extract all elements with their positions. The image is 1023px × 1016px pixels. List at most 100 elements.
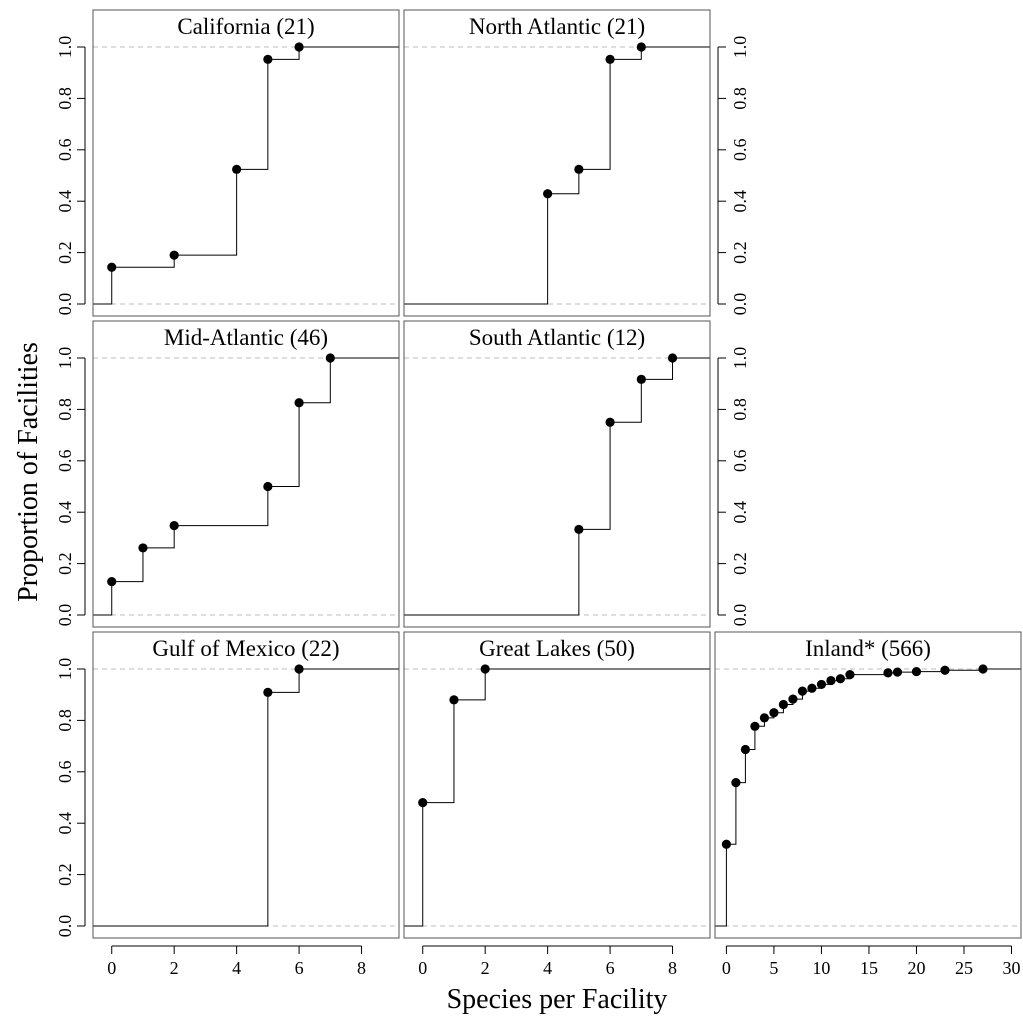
- panel-frame: [92, 631, 400, 939]
- panel-frame: [92, 9, 400, 317]
- data-point: [721, 839, 732, 849]
- data-point: [750, 721, 760, 731]
- x-tick-label: 0: [107, 958, 116, 978]
- data-point: [605, 54, 615, 64]
- y-tick-label: 0.0: [55, 293, 75, 316]
- data-point: [892, 667, 903, 677]
- panel-title: Great Lakes (50): [479, 636, 635, 661]
- x-axis-title: Species per Facility: [447, 984, 668, 1015]
- data-point: [826, 675, 836, 686]
- x-tick-label: 10: [812, 958, 830, 978]
- y-tick-label: 0.4: [730, 190, 750, 213]
- x-tick-label: 4: [543, 958, 552, 978]
- panel-title: California (21): [177, 14, 314, 39]
- y-tick-label: 0.4: [55, 190, 75, 213]
- x-tick-label: 5: [769, 958, 778, 978]
- y-tick-label: 0.6: [730, 139, 750, 162]
- x-tick-label: 6: [606, 958, 615, 978]
- step-line: [404, 357, 710, 616]
- y-tick-label: 0.6: [55, 450, 75, 473]
- step-line: [93, 357, 399, 616]
- panel-title: Mid-Atlantic (46): [164, 325, 328, 350]
- data-point: [263, 481, 273, 492]
- step-line: [404, 46, 710, 305]
- panel-6: Inland* (566) 0 5 10 15 20 25 30: [714, 631, 1022, 978]
- data-point: [169, 520, 179, 531]
- data-point: [449, 695, 459, 705]
- data-point: [325, 353, 335, 363]
- data-point: [911, 666, 922, 677]
- step-line: [93, 46, 399, 305]
- y-tick-label: 0.8: [730, 87, 750, 110]
- x-tick-label: 0: [418, 958, 427, 978]
- y-tick-label: 0.8: [55, 709, 75, 732]
- data-point: [294, 42, 304, 52]
- y-tick-label: 0.2: [55, 241, 75, 264]
- panel-title: South Atlantic (12): [469, 325, 645, 350]
- data-point: [605, 417, 615, 427]
- x-tick-label: 20: [907, 958, 925, 978]
- x-tick-label: 2: [170, 958, 179, 978]
- y-tick-label: 1.0: [730, 36, 750, 59]
- y-tick-label: 0.8: [55, 398, 75, 421]
- data-point: [294, 664, 304, 674]
- panel-3: South Atlantic (12) 0.0 0.2 0.4 0.6 0.8 1.0: [403, 320, 750, 628]
- panel-title: North Atlantic (21): [469, 14, 645, 39]
- panel-title: Inland* (566): [805, 636, 931, 661]
- data-point: [978, 664, 988, 674]
- panels: California (21) 0.0 0.2 0.4 0.6 0.8 1.0 North A…: [55, 9, 1022, 978]
- data-point: [107, 576, 117, 587]
- data-point: [731, 777, 741, 788]
- y-tick-label: 1.0: [55, 36, 75, 59]
- y-tick-label: 0.0: [730, 293, 750, 316]
- y-tick-label: 0.2: [55, 863, 75, 886]
- data-point: [636, 374, 646, 384]
- data-point: [883, 668, 893, 678]
- data-point: [169, 250, 179, 260]
- y-tick-label: 0.4: [55, 812, 75, 835]
- y-tick-label: 0.6: [730, 450, 750, 473]
- data-point: [543, 189, 553, 199]
- data-point: [107, 262, 117, 272]
- x-tick-label: 4: [232, 958, 241, 978]
- x-tick-label: 15: [860, 958, 878, 978]
- data-point: [788, 694, 798, 704]
- x-tick-label: 2: [481, 958, 490, 978]
- data-point: [574, 524, 584, 535]
- y-tick-label: 0.0: [730, 604, 750, 627]
- data-point: [835, 674, 846, 684]
- y-tick-label: 0.6: [55, 139, 75, 162]
- data-point: [480, 664, 490, 674]
- data-point: [816, 679, 827, 690]
- data-point: [759, 713, 770, 723]
- data-point: [845, 670, 855, 680]
- data-point: [263, 687, 273, 697]
- x-tick-label: 25: [955, 958, 973, 978]
- data-point: [574, 164, 584, 174]
- data-point: [797, 686, 808, 696]
- panel-frame: [714, 631, 1022, 939]
- data-point: [940, 665, 950, 675]
- y-tick-label: 0.2: [55, 552, 75, 575]
- y-tick-label: 0.8: [730, 398, 750, 421]
- y-tick-label: 0.4: [730, 501, 750, 524]
- data-point: [232, 164, 242, 174]
- y-axis-title: Proportion of Facilities: [13, 342, 44, 602]
- panel-frame: [403, 9, 711, 317]
- data-point: [769, 708, 779, 718]
- data-point: [740, 744, 751, 755]
- y-tick-label: 0.6: [55, 761, 75, 784]
- panel-1: North Atlantic (21) 0.0 0.2 0.4 0.6 0.8 1.0: [403, 9, 750, 317]
- data-point: [667, 353, 678, 363]
- x-tick-label: 0: [722, 958, 731, 978]
- x-tick-label: 8: [668, 958, 677, 978]
- data-point: [778, 699, 789, 710]
- x-tick-label: 30: [1002, 958, 1020, 978]
- y-tick-label: 0.8: [55, 87, 75, 110]
- y-tick-label: 0.2: [730, 552, 750, 575]
- x-tick-label: 8: [357, 958, 366, 978]
- panel-2: Mid-Atlantic (46) 0.0 0.2 0.4 0.6 0.8 1.0: [55, 320, 400, 628]
- y-tick-label: 1.0: [55, 347, 75, 370]
- step-line: [93, 668, 399, 927]
